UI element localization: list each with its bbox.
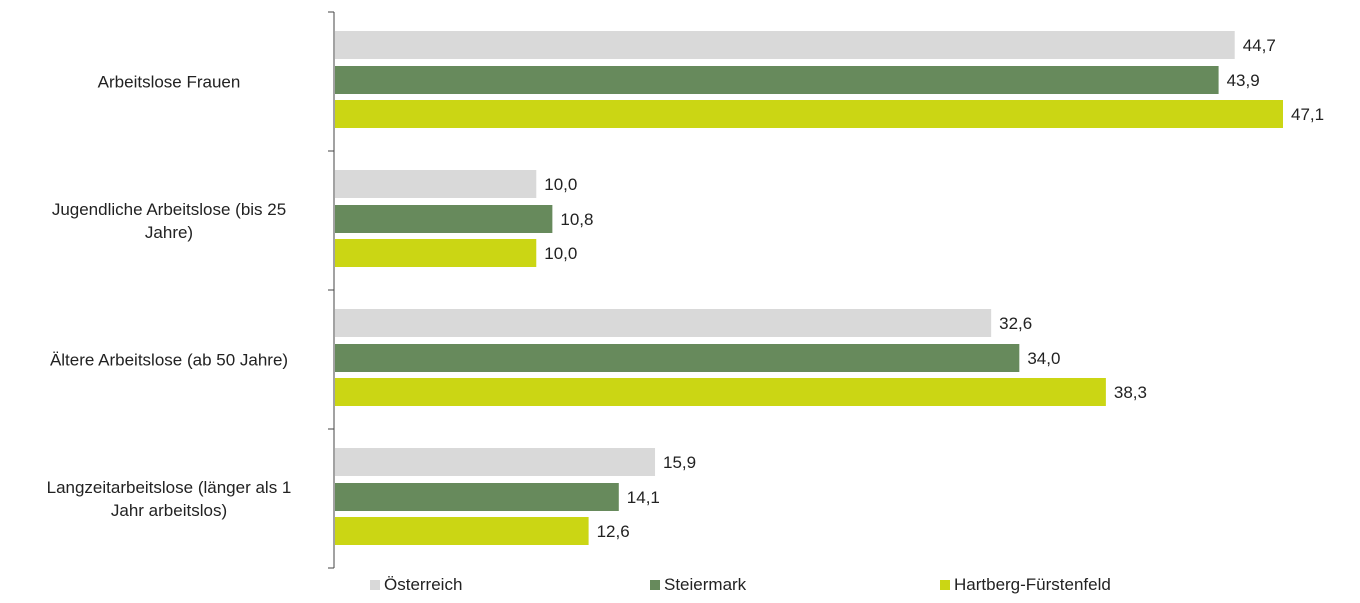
legend-item-hartberg-fuerstenfeld: Hartberg-Fürstenfeld	[940, 571, 1111, 598]
legend-item-oesterreich: Österreich	[370, 571, 462, 598]
category-label-jugendliche-arbeitslose-bis-25-jahre: Jugendliche Arbeitslose (bis 25 Jahre)	[52, 200, 286, 242]
legend-label-oesterreich: Österreich	[384, 574, 463, 594]
legend-label-steiermark: Steiermark	[664, 574, 747, 594]
bar-steiermark-altere-arbeitslose-ab-50-jahre	[335, 344, 1020, 372]
data-label-hartberg-furstenfeld-altere-arbeitslose-ab-50-jahre: 38,3	[1114, 383, 1147, 402]
category-label-arbeitslose-frauen: Arbeitslose Frauen	[98, 73, 241, 92]
data-label-hartberg-furstenfeld-arbeitslose-frauen: 47,1	[1291, 105, 1324, 124]
legend-swatch-hartberg-fuerstenfeld	[940, 579, 950, 590]
legend-swatch-oesterreich	[370, 579, 380, 590]
bar-hartberg-furstenfeld-langzeitarbeitslose-langer-als-1-jahr-arbeitslos	[335, 517, 589, 545]
data-label-steiermark-jugendliche-arbeitslose-bis-25-jahre: 10,8	[560, 210, 593, 229]
bar-osterreich-altere-arbeitslose-ab-50-jahre	[335, 309, 992, 337]
bar-steiermark-arbeitslose-frauen	[335, 66, 1219, 94]
bar-hartberg-furstenfeld-altere-arbeitslose-ab-50-jahre	[335, 378, 1106, 406]
bar-steiermark-langzeitarbeitslose-langer-als-1-jahr-arbeitslos	[335, 483, 619, 511]
data-label-osterreich-langzeitarbeitslose-langer-als-1-jahr-arbeitslos: 15,9	[663, 453, 696, 472]
data-label-osterreich-arbeitslose-frauen: 44,7	[1243, 36, 1276, 55]
bar-osterreich-jugendliche-arbeitslose-bis-25-jahre	[335, 170, 537, 198]
data-label-osterreich-altere-arbeitslose-ab-50-jahre: 32,6	[999, 314, 1032, 333]
bar-osterreich-arbeitslose-frauen	[335, 31, 1235, 59]
legend-swatch-steiermark	[650, 579, 660, 590]
category-label-altere-arbeitslose-ab-50-jahre: Ältere Arbeitslose (ab 50 Jahre)	[50, 351, 288, 370]
bar-hartberg-furstenfeld-arbeitslose-frauen	[335, 100, 1283, 128]
data-label-steiermark-langzeitarbeitslose-langer-als-1-jahr-arbeitslos: 14,1	[627, 488, 660, 507]
legend-item-steiermark: Steiermark	[650, 571, 746, 598]
data-label-hartberg-furstenfeld-jugendliche-arbeitslose-bis-25-jahre: 10,0	[544, 244, 577, 263]
legend-label-hartberg-fuerstenfeld: Hartberg-Fürstenfeld	[954, 574, 1111, 594]
data-label-steiermark-arbeitslose-frauen: 43,9	[1227, 71, 1260, 90]
data-label-hartberg-furstenfeld-langzeitarbeitslose-langer-als-1-jahr-arbeitslos: 12,6	[597, 522, 630, 541]
category-label-langzeitarbeitslose-langer-als-1-jahr-arbeitslos: Langzeitarbeitslose (länger als 1 Jahr ar…	[47, 478, 292, 520]
data-label-osterreich-jugendliche-arbeitslose-bis-25-jahre: 10,0	[544, 175, 577, 194]
legend: Österreich Steiermark Hartberg-Fürstenfe…	[0, 571, 1360, 598]
bar-steiermark-jugendliche-arbeitslose-bis-25-jahre	[335, 205, 553, 233]
bar-hartberg-furstenfeld-jugendliche-arbeitslose-bis-25-jahre	[335, 239, 537, 267]
data-label-steiermark-altere-arbeitslose-ab-50-jahre: 34,0	[1027, 349, 1060, 368]
bar-osterreich-langzeitarbeitslose-langer-als-1-jahr-arbeitslos	[335, 448, 656, 476]
